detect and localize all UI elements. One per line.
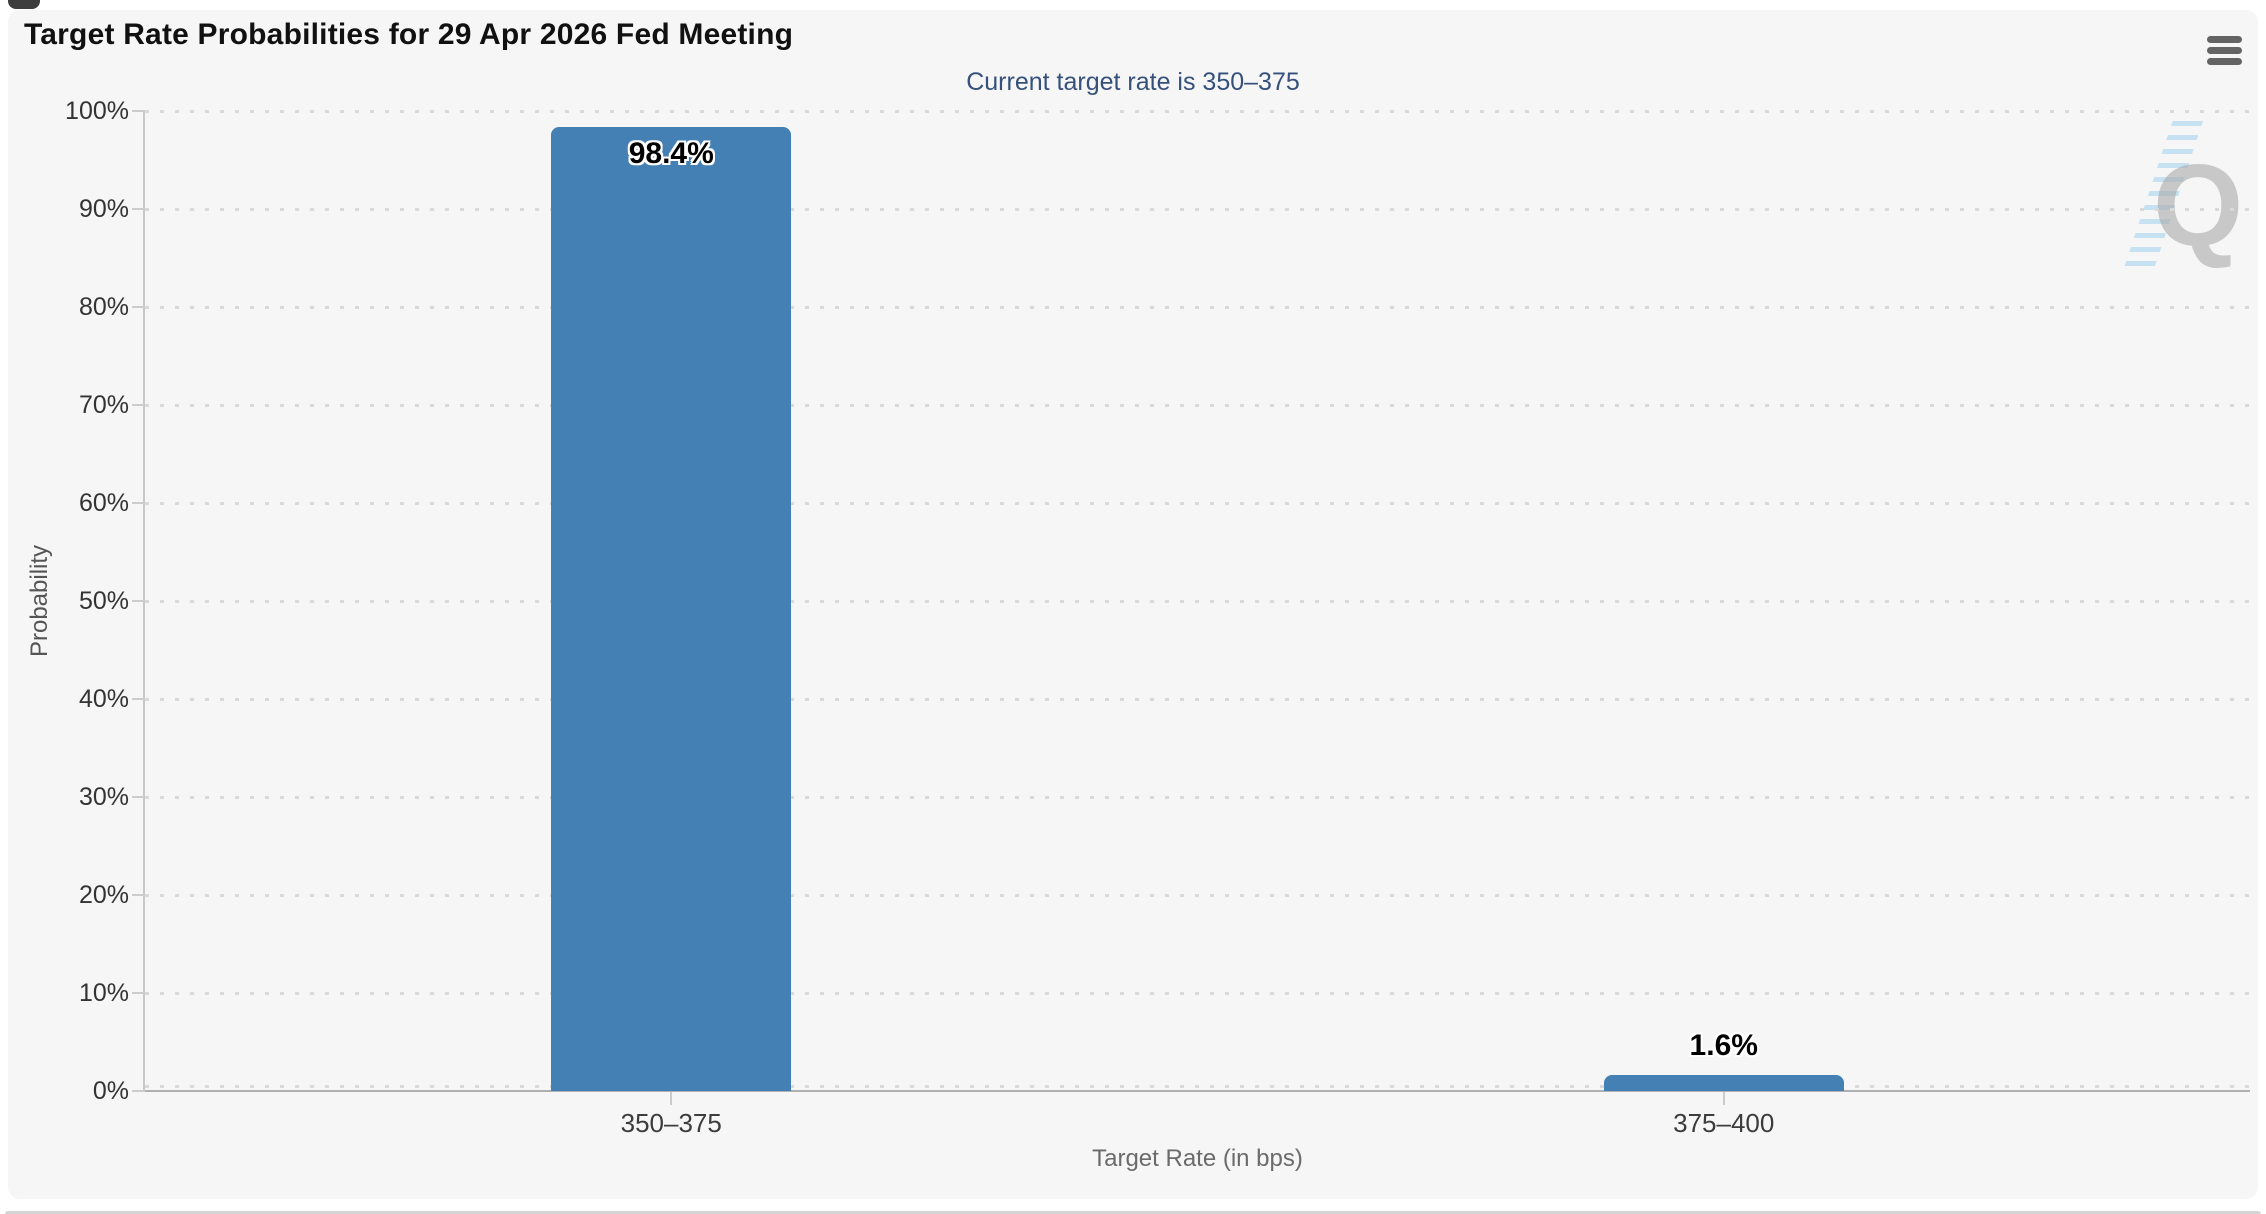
next-section-edge [5,1211,2261,1214]
y-axis-label: 30% [78,783,129,811]
bar-data-label: 98.4% [628,136,714,170]
gridline [145,698,2250,701]
y-axis-label: 60% [78,489,129,517]
y-axis-label: 80% [78,293,129,321]
y-axis-tick [132,796,145,798]
gridline [145,796,2250,799]
y-axis-tick [132,306,145,308]
gridline [145,404,2250,407]
y-axis-tick [132,208,145,210]
y-axis-label: 100% [65,97,129,125]
y-axis-tick [132,992,145,994]
y-axis-tick [132,1090,145,1092]
y-axis-tick [132,404,145,406]
gridline [145,208,2250,211]
hamburger-icon [2206,46,2242,54]
y-axis-label: 0% [92,1077,129,1105]
y-axis-tick [132,502,145,504]
y-axis-label: 10% [78,979,129,1007]
y-axis-label: 50% [78,587,129,615]
gridline [145,894,2250,897]
gridline [145,1085,2250,1088]
y-axis-label: 20% [78,881,129,909]
plot-area: Q Probability Target Rate (in bps) 100% 9… [26,97,2250,1172]
gridline [145,600,2250,603]
gridline [145,110,2250,113]
bar-data-label: 1.6% [1689,1029,1758,1063]
watermark-q-logo-icon: Q [2153,140,2244,270]
y-axis-tick [132,698,145,700]
x-category-label: 350–375 [620,1108,722,1138]
gridline [145,502,2250,505]
probability-bar[interactable] [551,126,792,1091]
gridline [145,992,2250,995]
chart-card: Target Rate Probabilities for 29 Apr 202… [8,10,2258,1199]
y-axis-tick [132,110,145,112]
hamburger-icon [2206,35,2242,43]
y-axis-label: 90% [78,195,129,223]
gridline [145,306,2250,309]
probability-bar[interactable] [1603,1075,1844,1091]
chart-title: Target Rate Probabilities for 29 Apr 202… [24,18,794,51]
y-axis-tick [132,894,145,896]
y-axis-label: 40% [78,685,129,713]
top-notch-decoration [8,0,40,9]
x-axis-tick [670,1092,673,1105]
x-category-label: 375–400 [1673,1108,1775,1138]
x-axis-tick [1722,1092,1725,1105]
x-axis-line [145,1090,2250,1092]
chart-subtitle: Current target rate is 350–375 [966,68,1300,96]
y-axis-tick [132,600,145,602]
y-axis-label: 70% [78,391,129,419]
hamburger-icon [2206,57,2242,65]
chart-context-menu-button[interactable] [2202,27,2246,73]
x-axis-title: Target Rate (in bps) [1092,1145,1303,1172]
